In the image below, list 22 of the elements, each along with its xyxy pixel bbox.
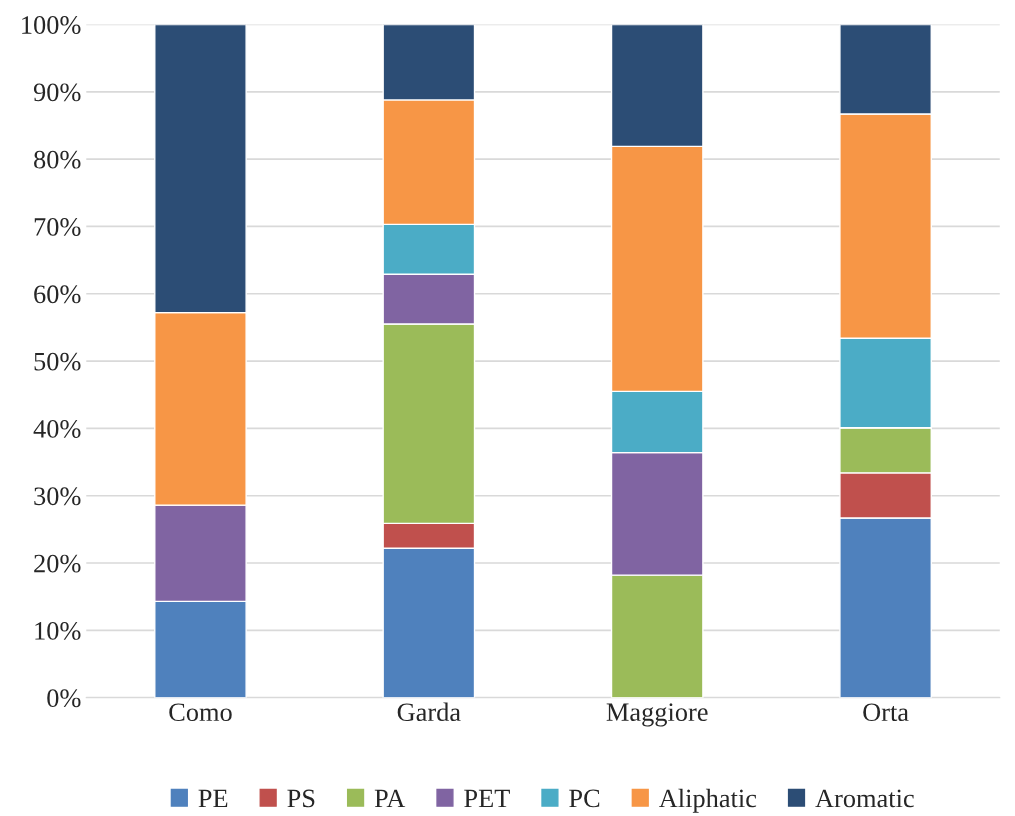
x-tick-label: Orta — [863, 703, 909, 722]
x-tick-label: Como — [169, 703, 232, 722]
y-tick-label: 20% — [34, 554, 81, 573]
legend-label: PET — [464, 789, 510, 808]
x-tick-label: Garda — [397, 702, 461, 722]
y-tick-label: 90% — [33, 83, 81, 102]
legend-label: PE — [198, 789, 228, 808]
legend-label: PC — [569, 789, 600, 808]
y-tick-label: 60% — [34, 285, 81, 304]
legend-label: Aromatic — [815, 789, 914, 808]
y-tick-label: 70% — [34, 218, 81, 236]
y-tick-label: 0% — [47, 689, 81, 708]
y-tick-label: 10% — [35, 621, 81, 640]
x-tick-label: Maggiore — [606, 703, 708, 727]
legend-label: PA — [374, 789, 406, 808]
y-tick-label: 40% — [33, 420, 81, 438]
legend-label: PS — [287, 789, 315, 808]
y-tick-label: 30% — [34, 487, 81, 506]
y-tick-label: 100% — [22, 16, 81, 34]
y-tick-label: 80% — [34, 150, 81, 169]
y-tick-label: 50% — [34, 352, 81, 371]
legend-label: Aliphatic — [658, 788, 757, 813]
